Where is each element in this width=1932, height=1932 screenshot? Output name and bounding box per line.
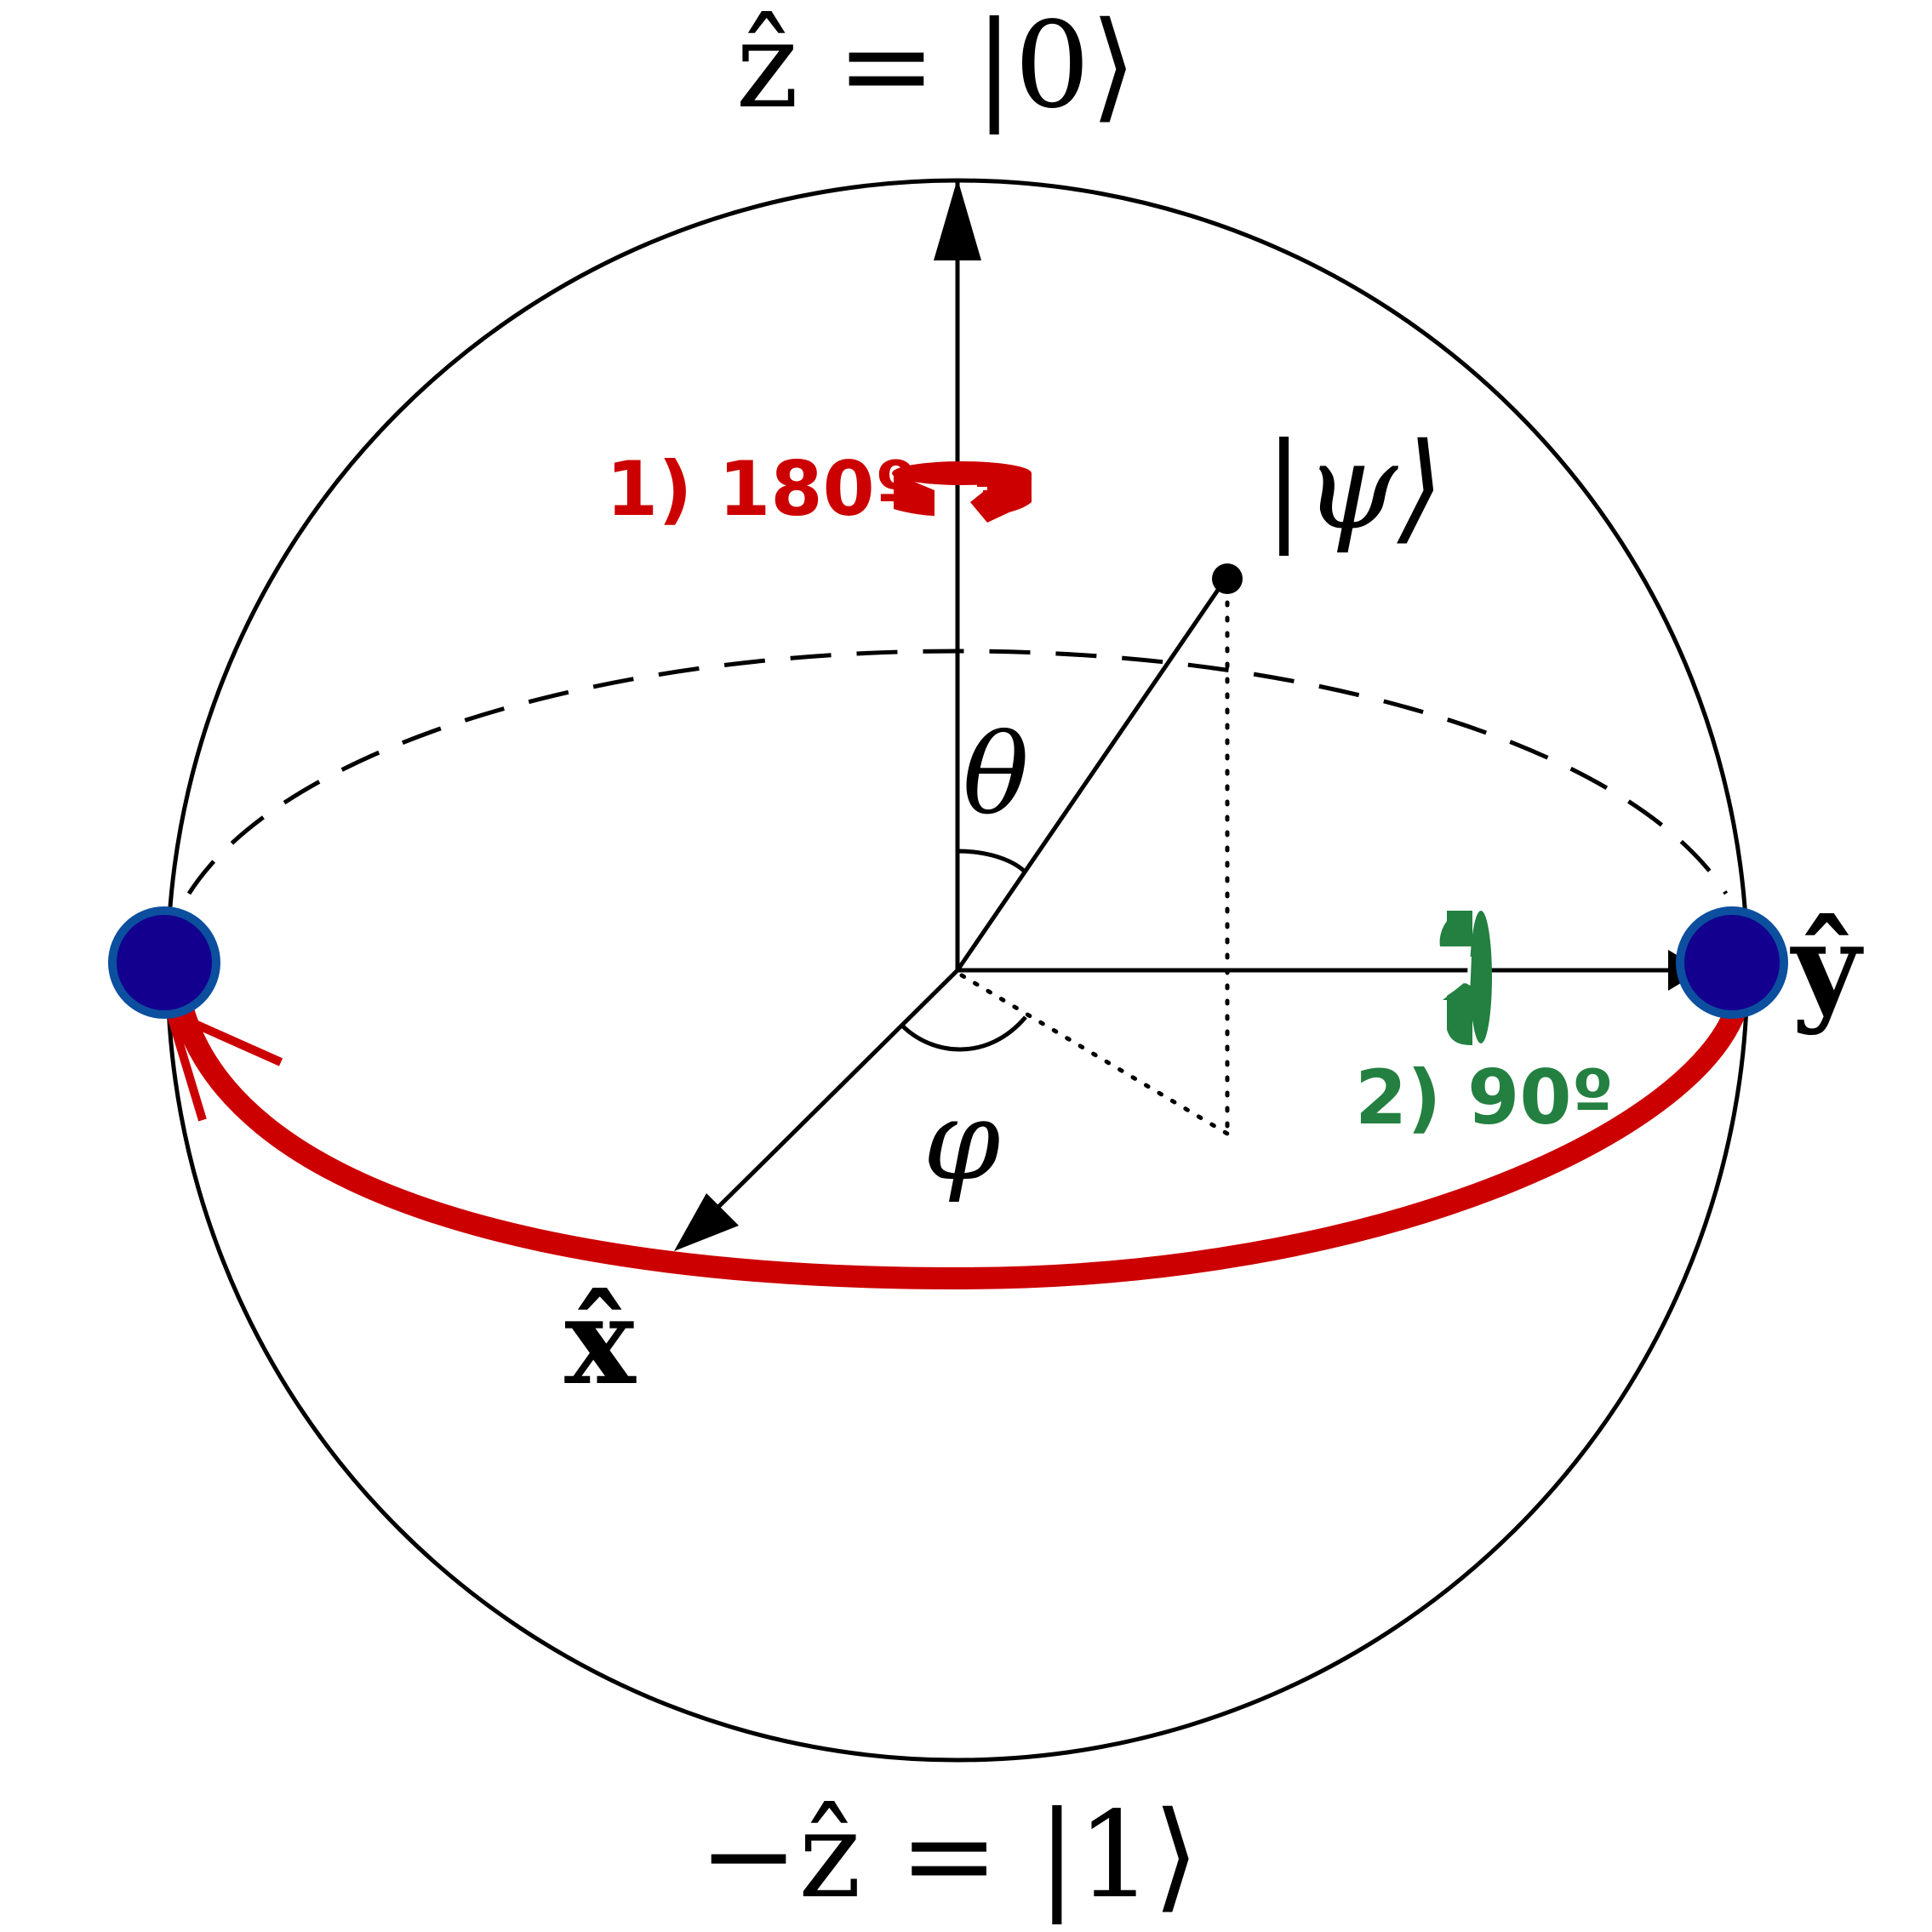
y-axis-label: ŷ bbox=[1790, 898, 1864, 1037]
phi-arc bbox=[900, 1015, 1027, 1052]
rotate-around-y-icon bbox=[1439, 911, 1492, 1045]
state-marker-right bbox=[1676, 906, 1788, 1019]
state-vector-tip bbox=[1212, 563, 1243, 594]
rotate-around-z-icon bbox=[892, 461, 1032, 523]
state-marker-left bbox=[108, 906, 220, 1019]
x-axis-label: x̂ bbox=[564, 1272, 637, 1412]
z-axis-label: ẑ = |0⟩ bbox=[736, 0, 1137, 135]
theta-label: θ bbox=[963, 710, 1029, 839]
step-2-label: 2) 90º bbox=[1355, 1054, 1614, 1141]
psi-label: |ψ⟩ bbox=[1264, 418, 1444, 557]
x-axis-arrowhead bbox=[674, 1193, 739, 1251]
theta-arc bbox=[957, 849, 1027, 874]
rotation-path bbox=[169, 989, 1747, 1290]
x-axis-arrow bbox=[705, 969, 959, 1220]
projection-horizontal bbox=[959, 973, 1230, 1136]
step-1-label: 1) 180º bbox=[606, 445, 917, 533]
rotation-path-arrowhead bbox=[166, 1009, 283, 1122]
z-axis-arrowhead bbox=[934, 179, 981, 260]
phi-label: φ bbox=[923, 1076, 1000, 1205]
state-vector bbox=[955, 577, 1228, 972]
neg-z-axis-label: −ẑ = |1⟩ bbox=[699, 1786, 1199, 1925]
